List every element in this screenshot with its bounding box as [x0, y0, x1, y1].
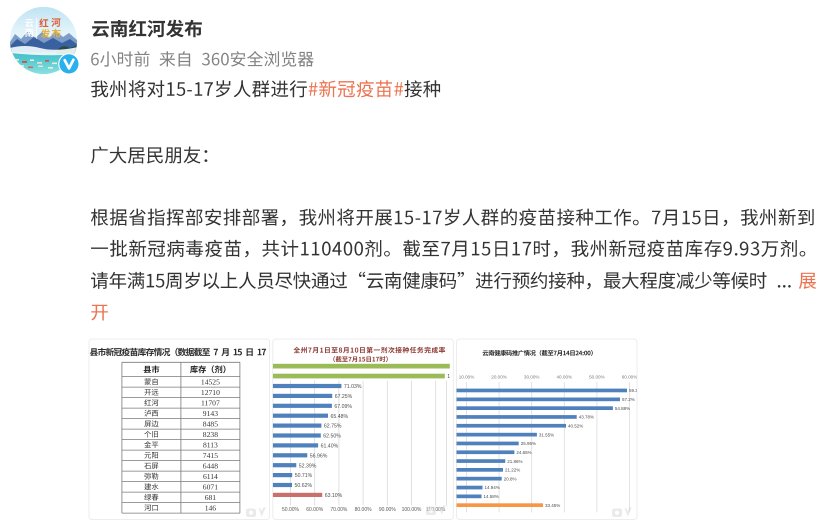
- svg-text:21.22%: 21.22%: [505, 468, 520, 473]
- svg-text:6114: 6114: [203, 472, 218, 481]
- svg-text:50.62%: 50.62%: [295, 483, 313, 489]
- svg-text:9143: 9143: [203, 409, 218, 418]
- svg-text:67.25%: 67.25%: [335, 394, 353, 400]
- svg-text:8113: 8113: [203, 440, 218, 449]
- svg-text:54.88%: 54.88%: [615, 406, 630, 411]
- svg-text:31.55%: 31.55%: [539, 432, 554, 437]
- svg-text:60.00%: 60.00%: [622, 375, 638, 380]
- svg-text:50.71%: 50.71%: [295, 473, 313, 479]
- svg-text:681: 681: [205, 493, 217, 502]
- svg-text:50.00%: 50.00%: [589, 375, 605, 380]
- svg-text:25.95%: 25.95%: [521, 441, 536, 446]
- svg-text:6448: 6448: [203, 461, 218, 470]
- svg-text:63.10%: 63.10%: [325, 493, 343, 499]
- svg-text:1: 1: [447, 374, 450, 380]
- svg-text:30.00%: 30.00%: [524, 375, 540, 380]
- svg-text:20.00%: 20.00%: [491, 375, 507, 380]
- svg-text:21.86%: 21.86%: [507, 459, 522, 464]
- svg-text:6071: 6071: [203, 482, 218, 491]
- svg-text:100.00%: 100.00%: [402, 507, 422, 513]
- svg-text:40.00%: 40.00%: [557, 375, 573, 380]
- svg-text:62.50%: 62.50%: [323, 434, 341, 440]
- svg-text:20.8%: 20.8%: [504, 476, 517, 481]
- svg-text:8238: 8238: [203, 430, 218, 439]
- svg-text:24.65%: 24.65%: [516, 450, 531, 455]
- svg-text:59.32%: 59.32%: [629, 388, 644, 393]
- svg-text:57.2%: 57.2%: [622, 397, 635, 402]
- svg-text:11707: 11707: [201, 398, 220, 407]
- svg-text:61.40%: 61.40%: [321, 444, 339, 450]
- svg-text:70.00%: 70.00%: [330, 507, 348, 513]
- svg-text:56.96%: 56.96%: [310, 453, 328, 459]
- svg-text:90.00%: 90.00%: [379, 507, 397, 513]
- svg-text:80.00%: 80.00%: [355, 507, 373, 513]
- svg-text:10.00%: 10.00%: [459, 375, 475, 380]
- svg-text:60.00%: 60.00%: [306, 507, 324, 513]
- svg-text:65.48%: 65.48%: [331, 414, 349, 420]
- svg-text:50.00%: 50.00%: [282, 507, 300, 513]
- svg-text:12710: 12710: [201, 388, 220, 397]
- svg-text:62.75%: 62.75%: [324, 424, 342, 430]
- svg-text:146: 146: [205, 503, 217, 512]
- svg-text:33.45%: 33.45%: [545, 503, 560, 508]
- svg-text:71.03%: 71.03%: [344, 384, 362, 390]
- svg-text:14.58%: 14.58%: [484, 494, 499, 499]
- svg-text:8485: 8485: [203, 419, 218, 428]
- svg-text:14525: 14525: [201, 377, 220, 386]
- svg-text:7415: 7415: [203, 451, 218, 460]
- svg-text:43.78%: 43.78%: [579, 415, 594, 420]
- svg-text:67.09%: 67.09%: [334, 404, 352, 410]
- svg-text:14.94%: 14.94%: [485, 485, 500, 490]
- svg-text:40.52%: 40.52%: [568, 424, 583, 429]
- svg-text:52.39%: 52.39%: [299, 463, 317, 469]
